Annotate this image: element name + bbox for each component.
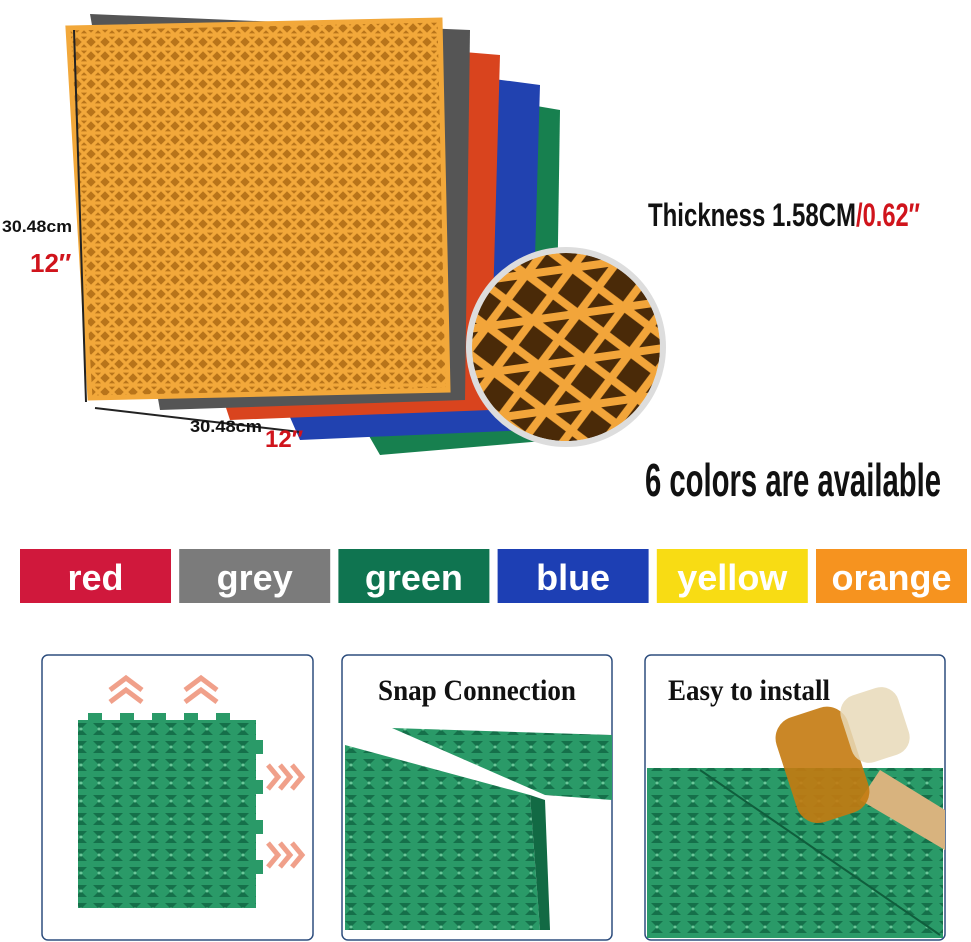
color-name: red (67, 557, 123, 598)
panel: Snap Connection (341, 654, 613, 941)
width-in: 12″ (265, 426, 304, 453)
panel-title: Easy to install (668, 674, 830, 707)
thickness-inch: /0.62″ (856, 197, 920, 233)
dimension-line (73, 29, 87, 403)
color-swatch (20, 549, 171, 603)
color-name: grey (217, 557, 293, 598)
color-swatch (338, 549, 490, 603)
panel: Easy to install (644, 654, 946, 941)
zoom-detail (466, 247, 666, 447)
height-in: 12″ (30, 248, 71, 278)
panel-title: Snap Connection (378, 674, 576, 707)
color-name: green (365, 557, 463, 598)
color-name: blue (536, 557, 610, 598)
tile-stack (65, 14, 560, 455)
color-swatch (497, 549, 649, 603)
panel (41, 654, 314, 941)
color-swatches: red grey green blue yellow orange (20, 549, 967, 603)
color-swatch (816, 549, 967, 603)
color-swatch (656, 549, 808, 603)
color-swatch (179, 549, 331, 603)
headline: 6 colors are available (645, 454, 941, 506)
thickness-label: Thickness 1.58CM (648, 197, 856, 233)
height-cm: 30.48cm (2, 217, 72, 236)
dimension-line (94, 407, 301, 433)
color-name: orange (831, 557, 951, 598)
color-name: yellow (677, 557, 788, 598)
width-cm: 30.48cm (190, 417, 262, 436)
